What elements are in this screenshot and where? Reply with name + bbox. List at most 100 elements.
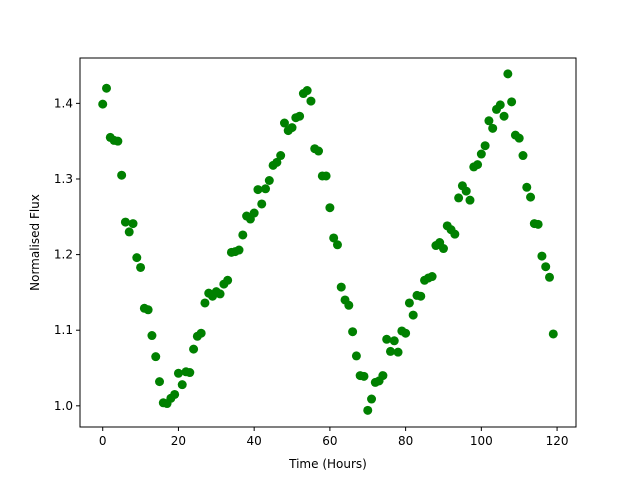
data-point [151, 352, 161, 362]
x-axis-title: Time (Hours) [288, 457, 367, 471]
data-point [537, 251, 547, 261]
data-point [401, 328, 411, 338]
plot-frame [79, 57, 577, 428]
data-point [507, 97, 517, 107]
data-point [261, 184, 271, 194]
data-point [177, 380, 187, 390]
data-point [332, 240, 342, 250]
data-point [257, 199, 267, 209]
y-tick-label: 1.1 [54, 323, 73, 337]
data-point [234, 245, 244, 255]
y-axis-title: Normalised Flux [28, 194, 42, 291]
data-point [488, 123, 498, 133]
data-point [306, 96, 316, 106]
data-point [526, 192, 536, 202]
data-point [295, 111, 305, 121]
data-point [351, 351, 361, 361]
y-tick-label: 1.0 [54, 399, 73, 413]
data-point [321, 171, 331, 181]
y-tick-label: 1.4 [54, 96, 73, 110]
data-point [408, 310, 418, 320]
data-point [367, 394, 377, 404]
data-point [314, 146, 324, 156]
data-point [518, 151, 528, 161]
data-point [223, 275, 233, 285]
data-point [480, 141, 490, 151]
data-point [473, 160, 483, 170]
data-point [378, 371, 388, 381]
data-point [253, 185, 263, 195]
x-tick-label: 0 [99, 434, 107, 448]
data-point [484, 116, 494, 126]
data-point [238, 230, 248, 240]
data-point [189, 344, 199, 354]
data-point [404, 298, 414, 308]
data-points [98, 69, 558, 415]
data-point [385, 346, 395, 356]
data-point [124, 227, 134, 237]
data-point [359, 371, 369, 381]
data-point [545, 272, 554, 282]
data-point [514, 133, 524, 143]
data-point [438, 244, 448, 254]
data-point [344, 300, 354, 310]
data-point [147, 331, 157, 341]
data-point [287, 123, 297, 133]
data-point [249, 208, 259, 218]
data-point [495, 100, 505, 110]
data-point [499, 111, 509, 121]
data-point [389, 336, 399, 346]
data-point [450, 229, 460, 239]
data-point [185, 368, 195, 378]
data-point [102, 83, 111, 93]
data-point [128, 219, 138, 229]
data-point [272, 157, 282, 167]
x-axis-ticks: 0 20 40 60 80 100 120 [99, 427, 569, 448]
y-axis-ticks: 1.0 1.1 1.2 1.3 1.4 [54, 96, 80, 413]
data-point [329, 233, 339, 243]
data-point [143, 305, 153, 315]
data-point [170, 389, 180, 399]
data-point [476, 149, 486, 159]
y-tick-label: 1.3 [54, 172, 73, 186]
data-point [279, 118, 289, 128]
x-tick-label: 60 [322, 434, 337, 448]
data-point [136, 262, 146, 272]
data-point [465, 195, 475, 205]
data-point [348, 327, 358, 337]
data-point [276, 151, 286, 161]
data-point [503, 69, 513, 79]
data-point [393, 347, 403, 357]
data-point [461, 186, 471, 196]
data-point [113, 136, 123, 146]
data-point [454, 193, 464, 203]
data-point [196, 328, 206, 338]
data-point [132, 253, 142, 263]
data-point [522, 182, 532, 192]
data-point [382, 334, 392, 344]
data-point [155, 377, 165, 387]
data-point [120, 217, 130, 227]
data-point [173, 368, 183, 378]
y-tick-label: 1.2 [54, 248, 73, 262]
data-point [200, 298, 210, 308]
data-point [363, 405, 373, 415]
data-point [98, 99, 108, 109]
data-point [541, 262, 551, 272]
data-point [264, 176, 274, 185]
x-tick-label: 100 [470, 434, 493, 448]
x-tick-label: 120 [546, 434, 569, 448]
data-point [215, 289, 225, 299]
data-point [117, 170, 127, 180]
x-tick-label: 20 [171, 434, 186, 448]
data-point [336, 282, 346, 292]
x-tick-label: 40 [247, 434, 262, 448]
data-point [416, 291, 426, 301]
data-point [427, 272, 437, 282]
data-point [548, 329, 558, 339]
data-point [533, 219, 543, 229]
data-point [302, 86, 312, 96]
data-point [325, 203, 335, 213]
